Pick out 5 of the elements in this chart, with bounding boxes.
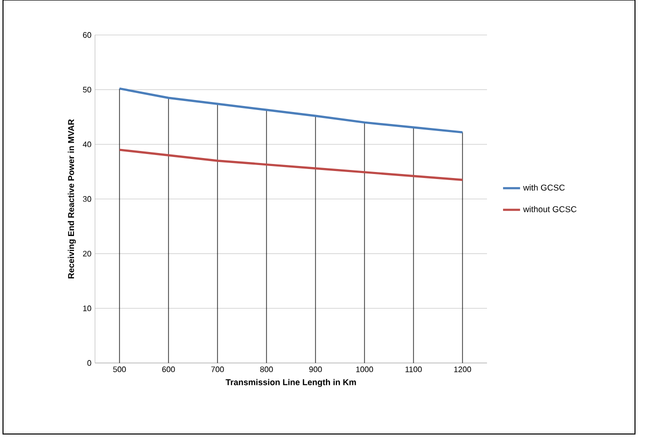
legend-label: with GCSC — [523, 184, 565, 191]
x-axis-title: Transmission Line Length in Km — [226, 378, 356, 387]
line-series — [118, 87, 464, 134]
y-axis-title: Receiving End Reactive Power in MVAR — [68, 119, 76, 278]
legend-label: without GCSC — [523, 206, 576, 212]
